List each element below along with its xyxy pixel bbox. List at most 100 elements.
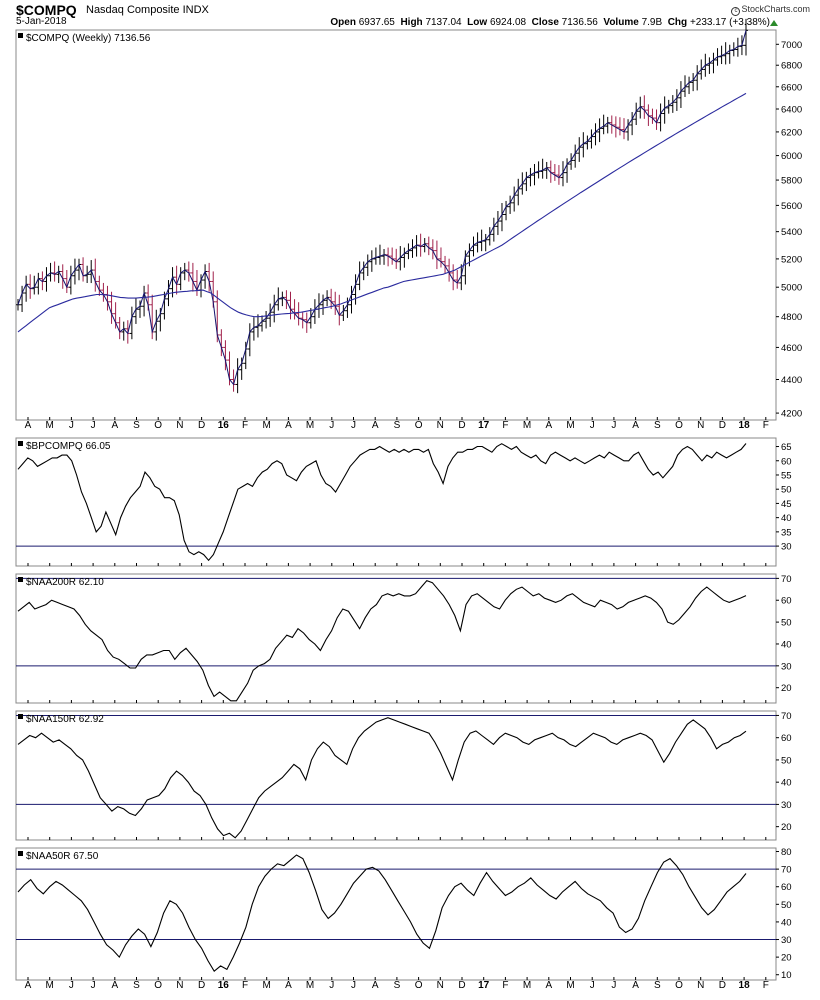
chg-label: Chg <box>667 17 688 28</box>
panel-frame-a50 <box>15 847 777 981</box>
x-tick-month: J <box>611 420 616 431</box>
x-tick-year: 17 <box>478 980 490 991</box>
volume-value: 7.9B <box>641 17 663 28</box>
y-tick-label: 50 <box>781 900 792 911</box>
y-tick-label: 60 <box>781 596 792 607</box>
low-value: 6924.08 <box>489 17 527 28</box>
x-tick-month: A <box>372 420 379 431</box>
y-tick-label: 4200 <box>781 409 802 420</box>
x-tick-month: M <box>263 420 271 431</box>
x-tick-month: J <box>91 420 96 431</box>
y-tick-label: 4800 <box>781 312 802 323</box>
panel-legend-marker <box>18 33 23 38</box>
close-value: 7136.56 <box>561 17 598 28</box>
y-tick-label: 6000 <box>781 151 802 162</box>
y-tick-label: 5600 <box>781 201 802 212</box>
panel-label: $NAA200R 62.10 <box>26 577 104 588</box>
x-tick-month: F <box>763 420 769 431</box>
x-tick-month: J <box>590 980 595 991</box>
y-tick-label: 55 <box>781 470 792 481</box>
high-label: High <box>400 17 423 28</box>
x-tick-month: M <box>46 980 54 991</box>
x-tick-year: 16 <box>218 420 230 431</box>
x-tick-month: A <box>285 980 292 991</box>
y-tick-label: 20 <box>781 822 792 833</box>
x-tick-month: A <box>285 420 292 431</box>
y-tick-label: 40 <box>781 778 792 789</box>
chg-value: +233.17 (+3.38%) <box>689 17 770 28</box>
y-tick-label: 20 <box>781 953 792 964</box>
x-tick-month: S <box>133 420 140 431</box>
copyright[interactable]: c StockCharts.com <box>731 4 810 16</box>
y-tick-label: 40 <box>781 917 792 928</box>
copyright-text: StockCharts.com <box>741 4 810 14</box>
x-tick-month: J <box>69 980 74 991</box>
up-arrow-icon <box>770 20 778 26</box>
x-tick-month: A <box>372 980 379 991</box>
x-tick-month: O <box>154 420 162 431</box>
chart-header: $COMPQ Nasdaq Composite INDX 5-Jan-2018 … <box>0 0 820 30</box>
chart-date: 5-Jan-2018 <box>16 16 67 27</box>
x-tick-month: S <box>654 980 661 991</box>
x-tick-month: M <box>46 420 54 431</box>
low-label: Low <box>467 17 488 28</box>
panel-frame-a150 <box>15 710 777 841</box>
y-tick-label: 60 <box>781 456 792 467</box>
x-tick-month: A <box>545 980 552 991</box>
y-tick-label: 60 <box>781 882 792 893</box>
x-tick-month: N <box>437 420 444 431</box>
x-tick-month: A <box>25 420 32 431</box>
x-tick-month: O <box>675 980 683 991</box>
x-tick-year: 16 <box>218 980 230 991</box>
x-tick-year: 18 <box>739 420 751 431</box>
x-tick-month: F <box>242 420 248 431</box>
x-tick-month: S <box>133 980 140 991</box>
open-label: Open <box>330 17 356 28</box>
panel-legend-marker <box>18 577 23 582</box>
x-tick-month: A <box>25 980 32 991</box>
x-tick-month: D <box>198 980 205 991</box>
moving-average-line <box>17 92 747 333</box>
panel-legend-marker <box>18 851 23 856</box>
x-tick-month: S <box>394 420 401 431</box>
x-tick-month: O <box>675 420 683 431</box>
x-tick-month: F <box>502 980 508 991</box>
x-tick-month: N <box>176 420 183 431</box>
y-tick-label: 4400 <box>781 375 802 386</box>
x-tick-month: M <box>566 980 574 991</box>
y-tick-label: 30 <box>781 800 792 811</box>
y-tick-label: 30 <box>781 661 792 672</box>
panel-label: $NAA50R 67.50 <box>26 851 99 862</box>
y-tick-label: 6800 <box>781 61 802 72</box>
x-tick-month: J <box>590 420 595 431</box>
y-tick-label: 10 <box>781 970 792 981</box>
copyright-icon: c <box>731 7 741 16</box>
x-tick-month: D <box>198 420 205 431</box>
x-tick-month: D <box>458 980 465 991</box>
y-tick-label: 4600 <box>781 343 802 354</box>
x-tick-month: M <box>263 980 271 991</box>
y-tick-label: 40 <box>781 639 792 650</box>
x-tick-month: O <box>415 420 423 431</box>
y-tick-label: 70 <box>781 711 792 722</box>
y-tick-label: 5000 <box>781 283 802 294</box>
price-line <box>17 30 747 386</box>
y-tick-label: 20 <box>781 683 792 694</box>
x-tick-month: J <box>351 420 356 431</box>
x-tick-month: M <box>306 980 314 991</box>
indicator-line-a200 <box>17 579 747 702</box>
y-tick-label: 50 <box>781 485 792 496</box>
y-tick-label: 35 <box>781 527 792 538</box>
y-tick-label: 5400 <box>781 227 802 238</box>
x-tick-month: S <box>654 420 661 431</box>
x-tick-month: A <box>632 420 639 431</box>
y-tick-label: 45 <box>781 499 792 510</box>
x-tick-month: M <box>566 420 574 431</box>
x-tick-month: N <box>176 980 183 991</box>
ohlc-readout: Open 6937.65 High 7137.04 Low 6924.08 Cl… <box>330 17 770 28</box>
y-tick-label: 30 <box>781 542 792 553</box>
x-tick-month: A <box>632 980 639 991</box>
x-tick-month: M <box>306 420 314 431</box>
symbol-title: $COMPQ <box>16 2 77 18</box>
